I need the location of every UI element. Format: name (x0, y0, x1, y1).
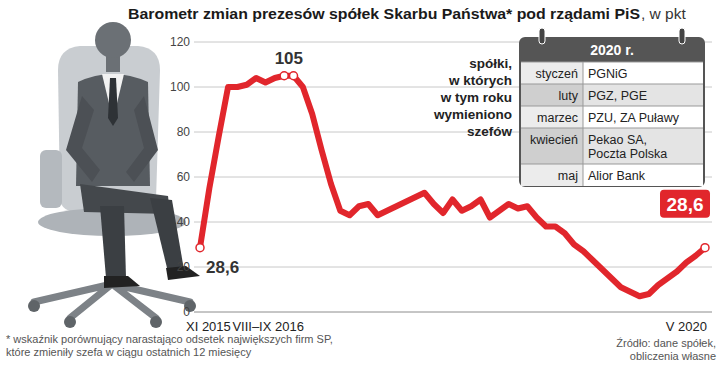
inset-company: PZU, ZA Puławy (588, 111, 680, 125)
inset-row-line (521, 84, 703, 85)
inset-month: maj (558, 169, 578, 183)
chair-wheel (150, 316, 162, 328)
chair-back (58, 46, 160, 212)
person-arm (126, 96, 158, 182)
chair-base (34, 284, 190, 318)
x-tick-label: XI 2015 (186, 319, 231, 334)
inset-company: Pekao SA, (588, 133, 647, 147)
footnote: które zmieniły szefa w ciągu ostatnich 1… (6, 346, 252, 358)
inset-caption: w tym roku (440, 90, 512, 105)
inset-caption: szefów (467, 124, 513, 139)
calendar-ring (679, 28, 685, 44)
y-tick-label: 80 (177, 125, 191, 139)
y-tick-label: 40 (177, 215, 191, 229)
inset-company: Alior Bank (588, 169, 646, 183)
inset-cell (583, 106, 703, 128)
person-shoe (104, 276, 140, 288)
footer: * wskaźnik porównujący narastająco odset… (6, 333, 716, 362)
inset-col-line (583, 62, 584, 186)
inset-cell (583, 164, 703, 186)
inset-company: PGZ, PGE (588, 89, 647, 103)
inset-caption: spółki, (469, 56, 512, 71)
y-axis: 0 20 40 60 80 100 120 (170, 35, 712, 319)
data-label: 105 (275, 49, 303, 68)
person-arm (66, 96, 100, 182)
y-tick-label: 100 (170, 80, 190, 94)
chair-wheel (28, 300, 40, 312)
inset-month: luty (559, 89, 579, 103)
inset-caption: w których (448, 73, 512, 88)
calendar-ring (539, 28, 545, 44)
inset-row-line (521, 128, 703, 129)
grid-line (194, 312, 712, 313)
point (280, 72, 288, 80)
line (200, 76, 705, 297)
inset-month-cell (521, 128, 583, 164)
source: Źródło: dane spółek, (616, 337, 716, 349)
subtitle: , w pkt (641, 5, 686, 22)
x-axis: XI 2015VIII–IX 2016 V 2020 (186, 319, 707, 334)
source: obliczenia własne (630, 350, 716, 362)
data-label: 28,6 (667, 194, 704, 215)
person-neck (106, 56, 120, 72)
inset-month: kwiecień (530, 133, 578, 147)
inset-frame (520, 38, 704, 186)
chair-wheel (64, 316, 76, 328)
inset-month-cell (521, 84, 583, 106)
inset-company: PGNiG (588, 67, 628, 81)
inset-cell (583, 128, 703, 164)
y-tick-label: 120 (170, 35, 190, 49)
inset-company: Poczta Polska (588, 147, 667, 161)
point (290, 72, 298, 80)
illustration (28, 22, 200, 328)
y-tick-label: 20 (177, 260, 191, 274)
footnote: * wskaźnik porównujący narastająco odset… (6, 333, 333, 345)
person-tie (108, 78, 118, 126)
inset-header (520, 38, 704, 62)
point (701, 244, 709, 252)
person-leg (100, 206, 126, 278)
y-tick-label: 0 (183, 305, 190, 319)
inset-month: marzec (537, 111, 578, 125)
grid-line (194, 222, 712, 223)
inset-caption: wymieniono (433, 107, 512, 122)
chart: Barometr zmian prezesów spółek Skarbu Pa… (0, 0, 721, 366)
inset-title: 2020 r. (590, 42, 634, 58)
plot-area (196, 72, 709, 297)
data-label: 28,6 (206, 258, 239, 277)
chair-armrest (40, 150, 62, 208)
y-tick-label: 60 (177, 170, 191, 184)
inset-cell (583, 62, 703, 84)
inset-month: styczeń (536, 67, 578, 81)
x-tick-label: V 2020 (666, 319, 707, 334)
inset-row-line (521, 164, 703, 165)
person-head (95, 22, 131, 58)
x-tick-label: VIII–IX 2016 (232, 319, 304, 334)
inset: 2020 r. styczeń PGNiG luty PGZ, PGE marzec PZU… (433, 28, 704, 186)
grid-line (194, 267, 712, 268)
inset-month-cell (521, 164, 583, 186)
value-labels: 28,6 105 28,6 (206, 49, 710, 277)
title: Barometr zmian prezesów spółek Skarbu Pa… (128, 5, 640, 22)
inset-month-cell (521, 62, 583, 84)
point (196, 244, 204, 252)
inset-cell (583, 84, 703, 106)
inset-row-line (521, 62, 703, 63)
inset-row-line (521, 106, 703, 107)
label-box (660, 190, 710, 218)
inset-month-cell (521, 106, 583, 128)
